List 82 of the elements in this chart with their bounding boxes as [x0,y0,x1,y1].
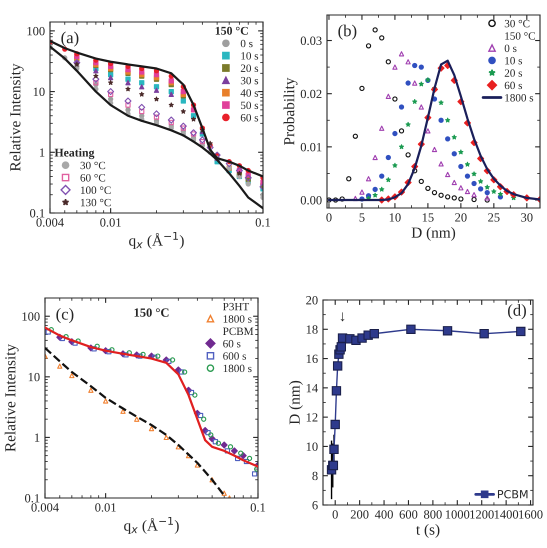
y-tick-label: 20 [306,296,318,304]
x-axis-title: q$_{x}$ (Å$^{−1}$) [129,232,184,249]
y-tick-label: 18 [306,325,318,334]
text: Heating [54,148,94,160]
x-tick-label: 800 [424,510,442,519]
legend-label: 1800 s [505,94,534,102]
y-tick-label: 0.02 [300,90,322,98]
y-axis-title: D (nm) [289,380,303,424]
y-tick-label: 100 [22,312,40,321]
y-tick-label: 0.1 [24,494,40,503]
x-tick-label: 1000 [446,510,470,519]
legend-label: 1800 s [224,364,252,372]
legend-label: 40 s [240,89,258,97]
legend-label: 10 s [241,52,258,60]
x-tick-label: 600 [400,510,418,519]
y-axis-title: Probability [284,78,298,146]
x-tick-label: 1600 [519,510,543,519]
x-tick-label: 0.01 [95,503,116,512]
text: (a) [61,32,78,47]
legend-label: 60 s [504,82,522,90]
y-tick-label: 1 [40,148,44,157]
y-tick-label: 10 [28,372,40,382]
x-tick-label: 0 [326,213,332,222]
x-tick-label: 0.1 [256,218,270,227]
legend-label: 60 °C [80,174,106,182]
y-tick-label: 1 [34,434,40,442]
legend-label: 30 °C [80,162,106,170]
text: (b) [338,24,356,40]
x-axis-title: q$_{x}$ (Å$^{−1}$) [124,516,179,534]
x-tick-label: 25 [488,213,500,222]
legend-label: 0 s [240,40,253,48]
text: (c) [56,308,74,324]
annotation: ↓ [340,312,344,322]
x-tick-label: 30 [521,213,533,222]
y-axis-title: Relative Intensity [4,344,19,452]
legend-label: 50 s [240,102,258,110]
x-tick-label: 400 [374,510,393,519]
legend-label: 1800 s [224,315,252,323]
x-tick-label: 15 [422,213,434,222]
legend-label: 100 °C [80,186,111,194]
x-tick-label: 0.1 [250,503,266,512]
y-tick-label: 10 [34,88,45,96]
legend-label: 10 s [505,56,522,64]
legend-label: 20 s [504,69,522,77]
x-tick-label: 5 [360,213,365,222]
x-tick-label: 20 [455,213,467,222]
legend-label: PCBM [498,490,528,498]
x-axis-title: D (nm) [412,226,456,241]
legend-label: 60 s [240,114,258,122]
y-tick-label: 0.01 [300,142,322,152]
y-tick-label: 0.03 [300,36,322,46]
y-tick-label: 8 [312,472,318,480]
x-tick-label: 0.01 [100,218,121,227]
legend-label: 20 s [240,64,258,72]
legend-label: 600 s [223,352,246,360]
y-tick-label: 12 [306,413,318,422]
x-tick-label: 1200 [470,510,494,519]
x-tick-label: 1400 [494,510,518,519]
y-tick-label: 6 [312,501,318,510]
x-tick-label: 0.004 [31,503,59,512]
text: PCBM [222,328,254,336]
y-tick-label: 10 [306,442,318,451]
legend-label: 0 s [504,44,517,52]
x-axis-title: t (s) [416,524,440,538]
text: 150 °C [216,26,248,35]
legend-label: 30 °C [504,20,530,28]
legend-label: 60 s [223,340,240,348]
chart-title: (d) [508,304,526,320]
text: 150 °C [505,32,535,40]
y-tick-label: 100 [27,26,45,36]
x-tick-label: 0.004 [36,218,64,227]
y-tick-label: 14 [306,384,318,392]
x-tick-label: 10 [390,213,401,222]
y-tick-label: 0.00 [300,196,322,205]
x-tick-label: 200 [350,510,369,519]
legend-label: 30 s [240,76,258,84]
y-tick-label: 16 [306,354,318,364]
text: P3HT [222,302,250,310]
y-axis-title: Relative Intensity [10,63,24,172]
legend-label: 130 °C [80,198,111,206]
annotation: 150 °C [134,308,168,317]
x-tick-label: 0 [332,510,338,519]
